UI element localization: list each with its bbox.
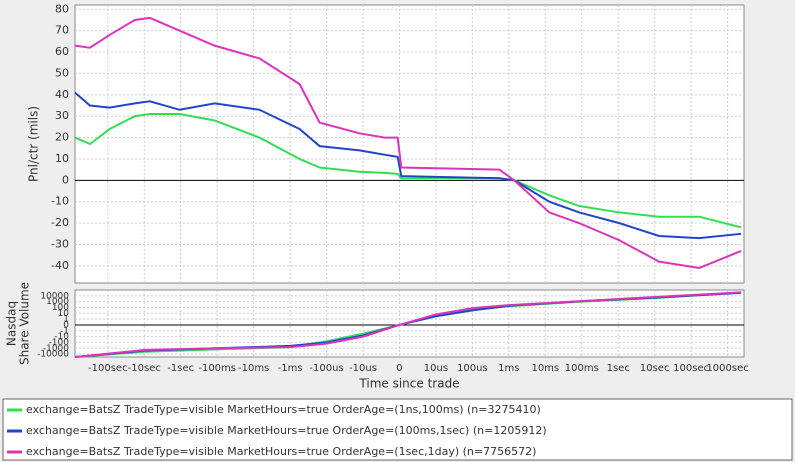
y-tick-label: 20	[55, 131, 69, 144]
x-tick-label: 10sec	[640, 363, 670, 374]
x-tick-label: -1sec	[167, 363, 194, 374]
legend-label: exchange=BatsZ TradeType=visible MarketH…	[26, 403, 541, 416]
legend-label: exchange=BatsZ TradeType=visible MarketH…	[26, 445, 536, 458]
series-line	[74, 113, 742, 229]
y-axis-label: Pnl/ctr (mils)	[27, 106, 41, 182]
y-tick-label: 50	[55, 66, 69, 79]
series-line	[74, 291, 742, 358]
legend	[2, 398, 793, 461]
y-tick-label: 80	[55, 2, 69, 15]
y-tick-label: 1000	[46, 297, 69, 307]
y-axis-label: Share Volume	[18, 282, 32, 365]
y-tick-label: -1000	[43, 344, 69, 354]
series-line	[74, 91, 742, 240]
x-tick-label: 100ms	[565, 363, 599, 374]
x-tick-label: -10ms	[238, 363, 269, 374]
x-tick-label: 1000sec	[706, 363, 748, 374]
legend-label: exchange=BatsZ TradeType=visible MarketH…	[26, 424, 547, 437]
y-tick-label: 0	[62, 173, 69, 186]
y-tick-label: 0	[63, 320, 69, 330]
y-tick-label: 10	[55, 152, 69, 165]
y-tick-label: 1	[63, 315, 69, 325]
y-tick-label: 10000	[40, 291, 69, 301]
x-tick-label: -10us	[349, 363, 377, 374]
y-axis-label: Nasdaq	[5, 301, 19, 346]
y-tick-label: -1	[60, 326, 69, 336]
y-tick-label: -10000	[37, 350, 69, 360]
x-tick-label: -1ms	[278, 363, 303, 374]
x-tick-label: 100sec	[673, 363, 709, 374]
y-tick-label: -30	[51, 238, 69, 251]
y-tick-label: -20	[51, 216, 69, 229]
series-line	[74, 16, 742, 270]
y-tick-label: -10	[54, 332, 69, 342]
y-tick-label: 40	[55, 88, 69, 101]
x-tick-label: -100ms	[198, 363, 236, 374]
y-tick-label: 100	[52, 303, 69, 313]
x-tick-label: 100us	[457, 363, 488, 374]
y-tick-label: -40	[51, 259, 69, 272]
x-tick-label: 0	[396, 363, 402, 374]
plot-area	[74, 4, 745, 284]
y-tick-label: 10	[58, 309, 70, 319]
x-tick-label: 10us	[424, 363, 448, 374]
y-tick-label: -10	[51, 195, 69, 208]
x-axis-label: Time since trade	[358, 377, 459, 391]
x-tick-label: 10ms	[531, 363, 559, 374]
x-tick-label: 1sec	[607, 363, 630, 374]
y-tick-label: -100	[49, 338, 70, 348]
y-tick-label: 70	[55, 24, 69, 37]
x-tick-label: -10sec	[128, 363, 161, 374]
x-tick-label: -100sec	[88, 363, 128, 374]
y-tick-label: 30	[55, 109, 69, 122]
x-tick-label: 1ms	[498, 363, 519, 374]
y-tick-label: 60	[55, 45, 69, 58]
x-tick-label: -100us	[309, 363, 343, 374]
